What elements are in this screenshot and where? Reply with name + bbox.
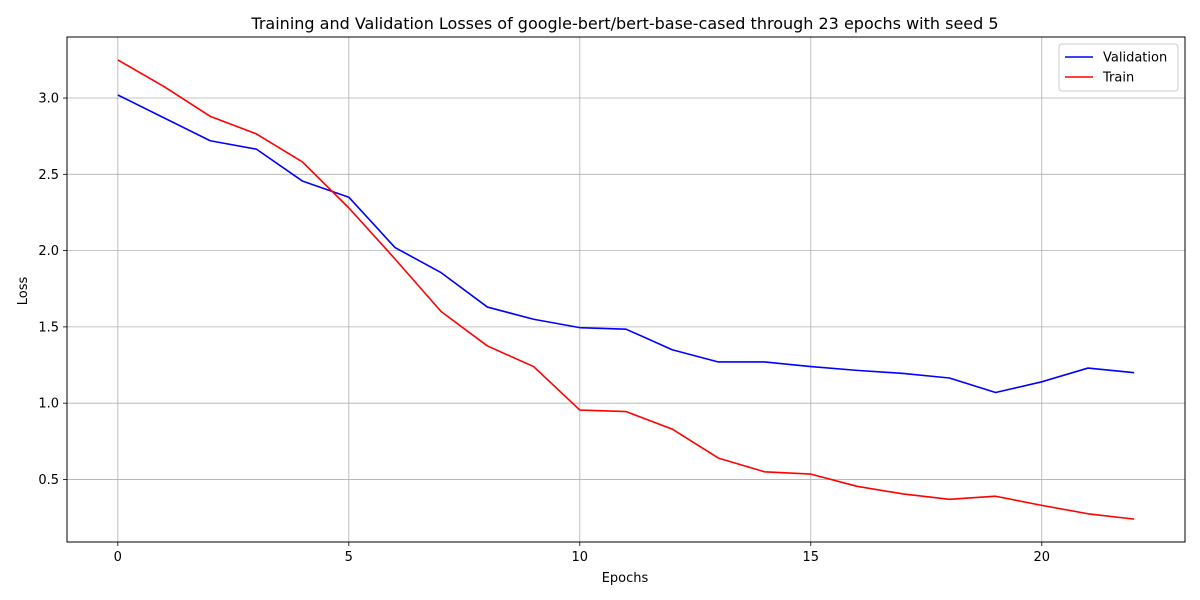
y-tick-label: 3.0 (38, 92, 59, 107)
y-tick-label: 0.5 (38, 473, 59, 488)
x-tick-label: 10 (572, 550, 589, 565)
train-line (117, 59, 1135, 520)
y-tick-label: 2.0 (38, 244, 59, 259)
x-tick-label: 20 (1034, 550, 1051, 565)
plot-frame (66, 36, 1186, 543)
x-tick-label: 0 (114, 550, 122, 565)
series-lines (117, 59, 1135, 520)
y-tick-label: 1.0 (38, 397, 59, 412)
validation-line (117, 94, 1135, 394)
legend: Validation Train (1058, 43, 1179, 92)
legend-label-train: Train (1102, 71, 1134, 86)
x-tick-label: 15 (803, 550, 820, 565)
x-axis-label: Epochs (602, 571, 649, 586)
legend-label-validation: Validation (1103, 51, 1167, 66)
grid (67, 37, 1185, 542)
chart-title: Training and Validation Losses of google… (250, 14, 998, 33)
ticks: 0 5 10 15 20 0.5 1.0 1.5 2.0 2.5 3.0 (38, 92, 1050, 565)
y-axis-label: Loss (16, 277, 31, 306)
y-tick-label: 1.5 (38, 320, 59, 335)
x-tick-label: 5 (345, 550, 353, 565)
legend-box (1058, 43, 1179, 92)
y-tick-label: 2.5 (38, 168, 59, 183)
